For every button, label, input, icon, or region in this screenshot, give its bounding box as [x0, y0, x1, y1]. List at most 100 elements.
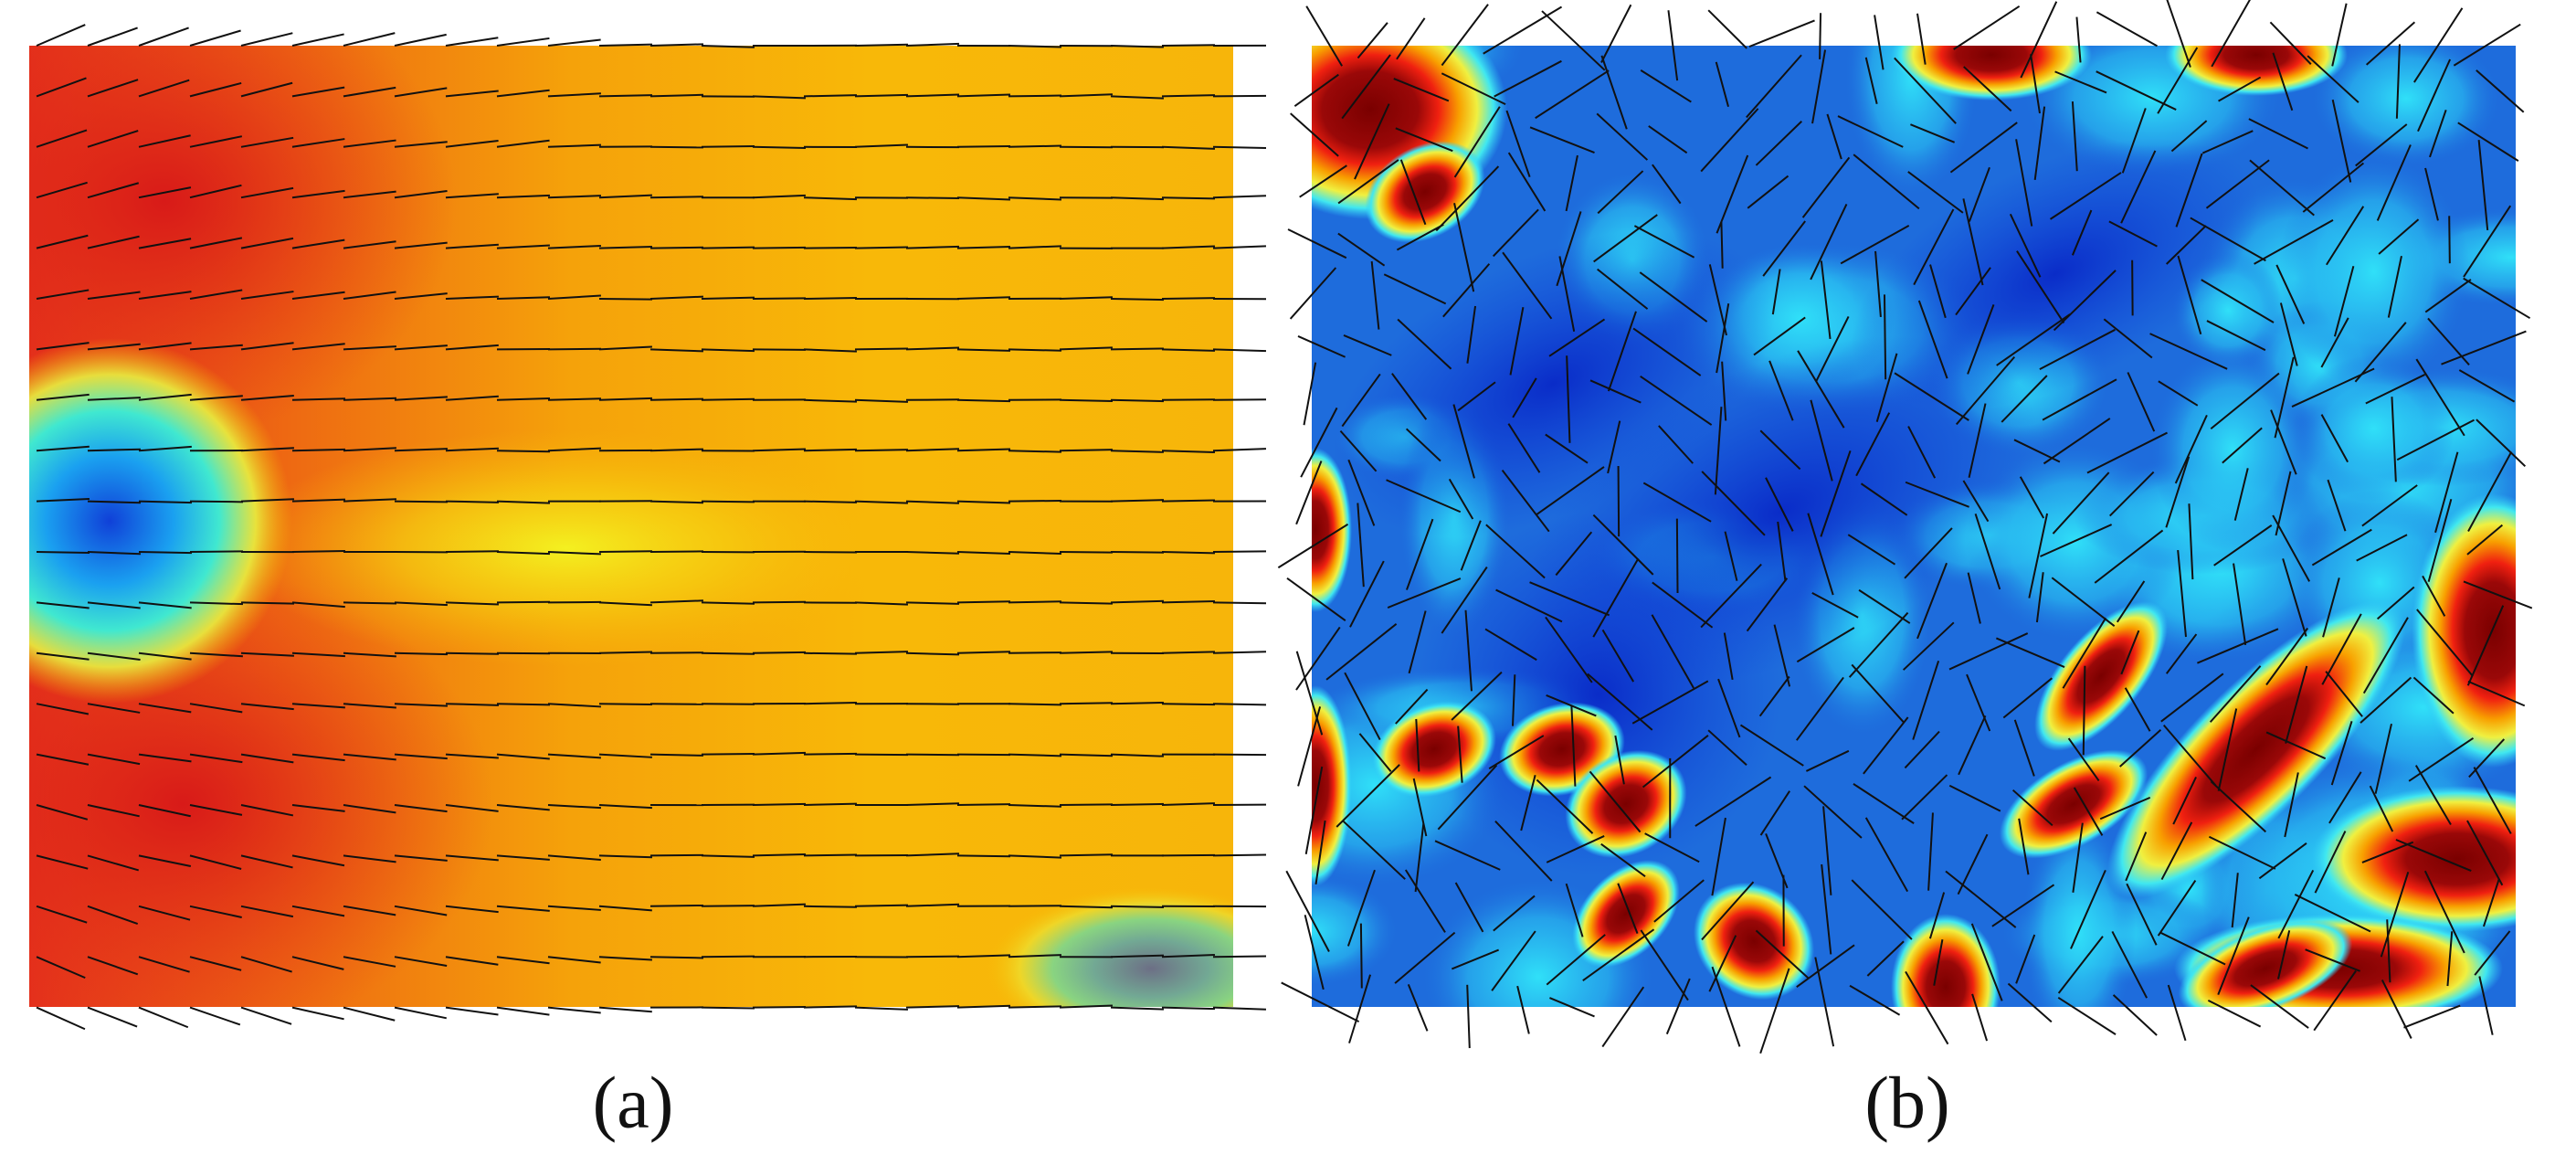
arrow [2279, 302, 2298, 366]
arrow [1395, 688, 1429, 725]
arrow [2314, 831, 2347, 894]
arrow [2327, 479, 2347, 532]
arrow [36, 129, 88, 148]
arrow [547, 294, 601, 300]
arrow [2448, 216, 2451, 264]
arrow [138, 956, 190, 973]
arrow [1212, 753, 1267, 757]
arrow [1161, 599, 1216, 604]
arrow [87, 235, 140, 249]
arrow [1502, 251, 1553, 320]
arrow [1894, 372, 1969, 421]
arrow [1929, 264, 1947, 319]
arrow [2210, 372, 2280, 430]
arrow [1110, 196, 1165, 201]
arrow [1801, 156, 1851, 218]
arrow [1765, 477, 1794, 532]
arrow [1968, 166, 1990, 222]
arrow [2277, 930, 2291, 980]
arrow [2015, 934, 2036, 984]
arrow [1955, 355, 2016, 426]
arrow [1652, 581, 1714, 629]
arrow [1953, 5, 2021, 50]
arrow [87, 753, 141, 766]
arrow [2272, 52, 2294, 111]
arrow [2120, 150, 2157, 224]
arrow [2120, 630, 2140, 675]
arrow [598, 753, 652, 758]
arrow [1700, 108, 1759, 173]
arrow [701, 854, 755, 858]
arrow [752, 903, 806, 907]
arrow [1600, 55, 1628, 130]
arrow [803, 348, 857, 353]
arrow [138, 854, 192, 867]
arrow [1948, 784, 2001, 812]
arrow [854, 143, 908, 148]
arrow [394, 190, 448, 199]
panel-label: (a) [593, 1063, 674, 1143]
arrow [2282, 558, 2307, 637]
arrow [1452, 404, 1475, 479]
arrow [1968, 403, 1987, 478]
arrow [956, 600, 1011, 604]
arrow [2157, 880, 2197, 937]
arrow [2158, 380, 2199, 407]
arrow [343, 956, 396, 968]
arrow [445, 447, 499, 452]
arrow [1717, 678, 1741, 738]
arrow [1810, 399, 1833, 482]
hot-spot [2106, 599, 2406, 899]
arrow [138, 703, 192, 714]
arrow [1866, 940, 1905, 977]
arrow [2170, 120, 2208, 153]
arrow [1716, 154, 1749, 234]
arrow [803, 702, 858, 705]
arrow [1405, 428, 1441, 462]
arrow [1917, 300, 1948, 379]
arrow [394, 87, 448, 98]
arrow [1811, 591, 1859, 619]
arrow [1354, 103, 1390, 180]
arrow [1601, 986, 1645, 1048]
arrow [1971, 993, 1989, 1042]
arrow [445, 37, 499, 47]
arrow [1819, 13, 1822, 59]
arrow [854, 246, 909, 249]
arrow [496, 89, 550, 98]
arrow [1110, 450, 1165, 453]
arrow [1451, 671, 1503, 721]
arrow [2320, 414, 2349, 463]
arrow [1393, 78, 1450, 102]
arrow [1570, 705, 1577, 787]
arrow [956, 245, 1011, 249]
arrow [1617, 883, 1639, 934]
arrow [1339, 429, 1378, 472]
arrow [1658, 425, 1694, 464]
arrow [2039, 328, 2116, 371]
arrow [1337, 232, 1386, 267]
arrow [138, 651, 192, 661]
arrow [36, 804, 89, 821]
arrow [2028, 513, 2049, 598]
arrow [1593, 214, 1658, 263]
arrow [1912, 661, 1940, 740]
arrow [1342, 820, 1406, 880]
arrow [1768, 360, 1794, 421]
arrow [1758, 675, 1790, 717]
arrow [2125, 831, 2148, 882]
arrow [547, 854, 601, 861]
arrow [1161, 44, 1216, 47]
arrow [1494, 59, 1562, 98]
arrow [905, 955, 960, 958]
arrow [1295, 461, 1323, 525]
arrow [1303, 362, 1317, 426]
arrow [752, 853, 807, 857]
arrow [1395, 127, 1453, 153]
arrow [138, 905, 191, 921]
arrow [291, 86, 345, 98]
arrow [956, 398, 1011, 403]
arrow [291, 33, 344, 47]
arrow [1059, 551, 1114, 554]
arrow [1632, 327, 1702, 376]
